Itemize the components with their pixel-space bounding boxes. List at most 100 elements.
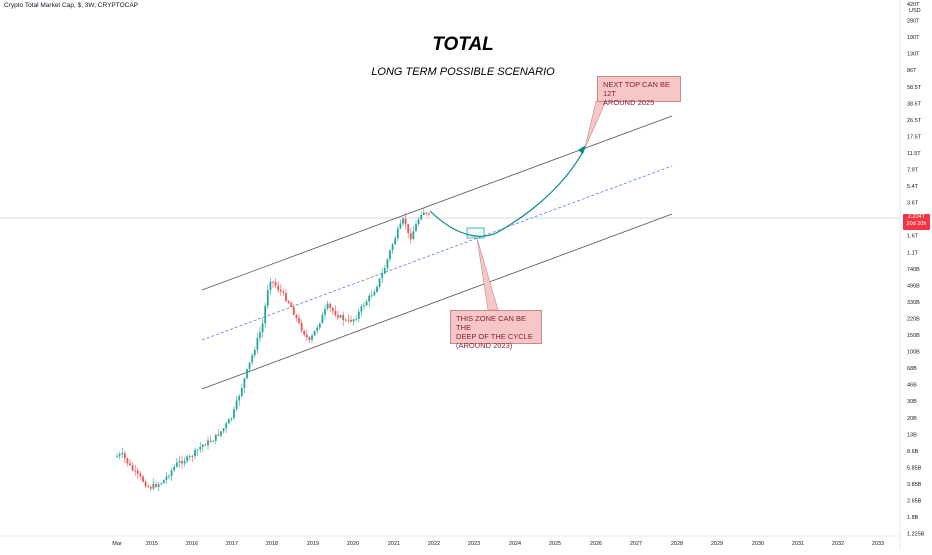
candle-body (266, 290, 269, 306)
price-tick-label: 46B (907, 383, 917, 389)
time-tick-label: 2031 (792, 541, 804, 547)
candle-body (225, 423, 228, 429)
price-tick-label: 1.225B (907, 532, 925, 538)
candle-body (300, 322, 303, 331)
candle-body (355, 319, 358, 320)
candle-body (269, 281, 272, 291)
candle-body (157, 484, 160, 487)
candle-body (331, 307, 334, 311)
price-tick-label: 490B (907, 283, 920, 289)
price-tick-label: 8.6B (907, 449, 919, 455)
candle-body (264, 305, 267, 324)
price-tick-label: 11.5T (907, 151, 921, 157)
channel-lower-line[interactable] (201, 213, 673, 390)
candle-body (129, 463, 131, 466)
candle-body (344, 319, 347, 321)
time-tick-label: 2032 (832, 541, 844, 547)
price-tick-label: 3.85B (907, 482, 922, 488)
time-tick-label: 2017 (226, 541, 238, 547)
time-tick-label: 2027 (630, 541, 642, 547)
candle-body (303, 330, 306, 335)
candle-body (422, 212, 425, 216)
candle-body (222, 428, 225, 432)
time-tick-label: 2024 (509, 541, 521, 547)
time-tick-label: 2018 (266, 541, 278, 547)
price-axis-unit: USD (909, 8, 921, 14)
deep-zone-pointer (476, 237, 499, 311)
candle-body (123, 452, 126, 459)
candle-body (321, 314, 324, 324)
price-tick-label: 5.85B (907, 465, 922, 471)
last-price-tag: 2.224T 20d 20h (903, 214, 930, 230)
candle-body (316, 327, 319, 331)
candle-body (391, 244, 394, 251)
time-tick-label: 2015 (146, 541, 158, 547)
candle-body (186, 456, 189, 462)
candle-body (350, 319, 352, 322)
price-tick-label: 1.6T (907, 234, 919, 240)
price-tick-label: 100B (907, 350, 920, 356)
candle-body (201, 444, 204, 447)
candle-body (149, 486, 152, 489)
price-tick-label: 38.5T (907, 101, 922, 107)
candle-body (428, 213, 430, 215)
price-tick-label: 30B (907, 399, 917, 405)
price-tick-label: 420T (907, 2, 920, 8)
candle-body (188, 456, 191, 457)
candle-body (152, 484, 155, 489)
candle-body (121, 452, 124, 455)
candle-body (370, 295, 373, 297)
time-tick-label: 2020 (347, 541, 359, 547)
price-tick-label: 13B (907, 432, 917, 438)
candle-body (251, 355, 254, 363)
chart-title: TOTAL (432, 34, 494, 55)
candle-body (402, 218, 404, 224)
candles-group (116, 208, 430, 492)
candle-body (142, 476, 144, 482)
candle-body (139, 473, 142, 477)
projection-arrowhead (578, 145, 586, 154)
candle-body (183, 461, 186, 464)
candle-body (363, 305, 365, 307)
time-tick-label: 2028 (671, 541, 683, 547)
candle-body (162, 479, 165, 484)
price-tick-label: 3.6T (907, 201, 919, 207)
candle-body (365, 301, 368, 306)
candle-body (313, 330, 316, 336)
candle-body (178, 461, 181, 463)
candle-body (360, 306, 363, 312)
candle-body (394, 238, 397, 245)
next-top-callout[interactable]: NEXT TOP CAN BE 12T AROUND 2025 (597, 76, 681, 107)
projection-curve[interactable] (429, 147, 586, 237)
candle-body (259, 332, 261, 339)
candle-body (246, 369, 248, 379)
last-price-value: 2.224T (907, 214, 926, 220)
price-tick-label: 190T (907, 35, 920, 41)
channel-mid-line[interactable] (201, 165, 673, 341)
price-tick-label: 26.5T (907, 118, 922, 124)
candle-body (308, 337, 311, 340)
candle-body (287, 301, 290, 303)
deep-zone-callout[interactable]: THIS ZONE CAN BE THE DEEP OF THE CYCLE (… (450, 310, 542, 350)
time-tick-label: 2025 (549, 541, 561, 547)
candle-body (342, 315, 345, 321)
chart-subtitle: LONG TERM POSSIBLE SCENARIO (371, 66, 555, 78)
candle-body (227, 419, 230, 424)
candle-body (194, 449, 196, 457)
time-axis[interactable]: Mar 2015 2016 2017 2018 2019 2020 2021 2022 2023 2… (112, 541, 884, 547)
price-tick-label: 280T (907, 19, 920, 25)
cycle-bottom-zone-box[interactable] (466, 227, 485, 239)
candle-body (256, 338, 259, 350)
candle-body (311, 335, 313, 340)
candle-body (155, 484, 157, 487)
candle-body (274, 282, 277, 286)
candle-body (282, 291, 285, 293)
channel-upper-line[interactable] (201, 115, 673, 291)
candle-body (412, 231, 415, 240)
next-top-pointer (584, 100, 607, 149)
candle-body (404, 218, 407, 225)
price-axis[interactable]: 420T 280T 190T 130T 86T 58.5T 38.5T 26.5T 17.5T 1… (907, 2, 925, 538)
time-tick-label: 2033 (872, 541, 884, 547)
candle-body (136, 470, 139, 474)
